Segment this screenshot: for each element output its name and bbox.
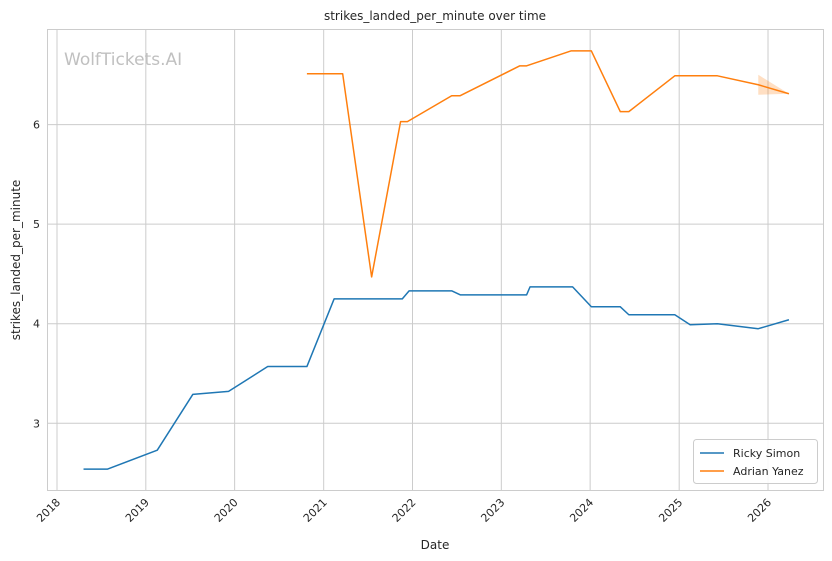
legend: Ricky Simon Adrian Yanez (693, 439, 818, 484)
y-tick-labels: 3 4 5 6 (33, 119, 40, 431)
confidence-band (758, 74, 789, 95)
y-gridlines (48, 124, 823, 424)
confidence-bands (758, 74, 789, 95)
x-gridlines (56, 30, 769, 490)
y-tick-label: 4 (33, 318, 40, 331)
y-tick-label: 3 (33, 417, 40, 430)
legend-box (693, 439, 818, 484)
watermark: WolfTickets.AI (64, 50, 182, 70)
plot-frame (47, 29, 824, 491)
y-tick-label: 5 (33, 218, 40, 231)
series-line-ricky-simon (83, 286, 790, 470)
y-tick-label: 6 (33, 119, 40, 132)
legend-label-ricky-simon: Ricky Simon (733, 447, 800, 460)
chart-title: strikes_landed_per_minute over time (324, 9, 546, 23)
y-axis-label: strikes_landed_per_minute (9, 180, 23, 341)
x-axis-label: Date (421, 538, 450, 552)
series-line-adrian-yanez (306, 50, 790, 278)
legend-label-adrian-yanez: Adrian Yanez (733, 465, 804, 478)
series-lines (83, 50, 790, 470)
